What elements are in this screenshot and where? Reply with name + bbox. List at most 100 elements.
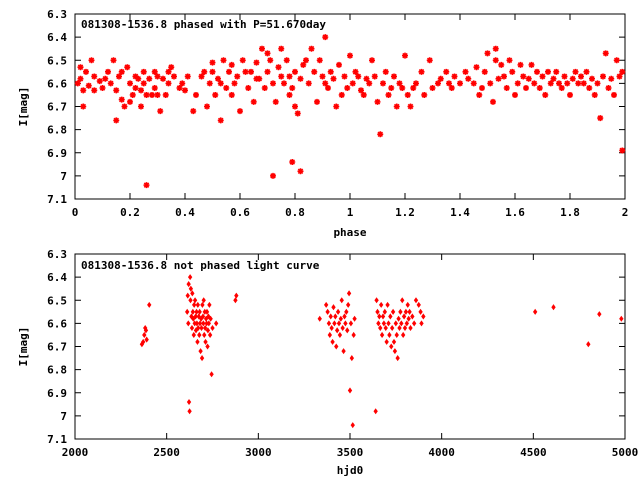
data-point — [110, 57, 117, 64]
data-point — [517, 61, 524, 68]
x-tick-label: 1.6 — [505, 206, 525, 219]
data-point — [297, 168, 304, 175]
data-point — [182, 87, 188, 94]
data-point — [501, 73, 507, 80]
data-point — [594, 80, 601, 87]
data-point — [608, 75, 615, 82]
x-tick-label: 2000 — [62, 446, 89, 459]
data-point — [514, 80, 521, 87]
y-tick-label: 7 — [60, 410, 67, 423]
data-point — [272, 98, 279, 105]
data-point — [351, 331, 356, 338]
data-point — [144, 336, 149, 343]
data-point — [329, 324, 334, 332]
data-point — [188, 297, 193, 304]
data-point — [77, 64, 84, 71]
data-point — [185, 292, 190, 299]
data-point — [231, 80, 238, 87]
data-point — [127, 80, 133, 87]
data-point — [292, 103, 298, 110]
data-point — [512, 91, 518, 98]
data-point — [261, 85, 268, 91]
data-point — [212, 91, 219, 98]
data-point — [140, 80, 147, 87]
data-point — [275, 64, 282, 71]
data-point — [564, 80, 571, 87]
data-point — [531, 80, 538, 87]
data-point — [470, 80, 477, 87]
data-point — [520, 73, 527, 80]
data-point — [250, 98, 257, 105]
data-point — [484, 50, 491, 57]
data-point — [191, 315, 196, 322]
data-point — [487, 80, 494, 87]
data-point — [613, 57, 620, 64]
data-point — [199, 355, 205, 362]
data-point — [140, 68, 147, 75]
data-point — [292, 68, 298, 75]
data-point — [197, 331, 202, 338]
y-tick-label: 6.9 — [47, 387, 67, 400]
data-point — [586, 341, 591, 348]
y-tick-label: 6.8 — [47, 364, 67, 377]
data-point — [264, 68, 271, 75]
phased-light-curve-panel: 6.3 6.4 6.5 6.6 6.7 6.8 6.9 7 7.1 0 0.2 0.4 0.6 0.8 1 1… — [17, 8, 628, 239]
data-point — [378, 301, 384, 308]
x-tick-label: 0 — [72, 206, 79, 219]
data-point — [191, 301, 197, 308]
plot-title: 081308-1536.8 phased with P=51.670day — [81, 18, 326, 31]
data-point — [132, 73, 139, 80]
data-point — [402, 324, 408, 332]
data-point — [387, 331, 392, 338]
data-point — [551, 304, 556, 311]
data-point — [328, 313, 333, 320]
data-point — [542, 91, 549, 98]
data-point — [160, 75, 166, 82]
data-point — [322, 80, 329, 87]
data-point — [143, 327, 149, 334]
data-point — [253, 59, 260, 66]
data-point — [143, 91, 150, 98]
x-tick-label: 0.6 — [230, 206, 250, 219]
data-point — [190, 290, 195, 297]
data-point — [121, 103, 128, 110]
data-point — [332, 320, 337, 327]
data-point — [407, 103, 414, 110]
data-point — [506, 57, 513, 64]
data-point — [186, 398, 192, 406]
data-point — [602, 50, 609, 57]
x-tick-label: 1.4 — [450, 206, 470, 219]
data-point — [124, 64, 131, 71]
data-point — [190, 108, 197, 115]
data-point — [394, 331, 399, 338]
data-point — [619, 68, 626, 75]
data-point — [374, 98, 381, 105]
data-point — [481, 68, 488, 75]
data-point — [213, 320, 219, 327]
data-point — [377, 313, 382, 320]
data-point — [345, 327, 350, 334]
data-point — [333, 103, 340, 110]
data-point — [118, 68, 125, 75]
data-point — [343, 320, 348, 327]
data-point — [209, 371, 214, 378]
x-axis-label: hjd0 — [337, 464, 364, 477]
data-point — [85, 82, 92, 89]
data-point — [210, 324, 215, 332]
data-point — [317, 315, 322, 322]
data-point — [206, 313, 211, 320]
data-point — [349, 80, 356, 87]
data-point — [195, 338, 200, 345]
data-point — [143, 182, 150, 189]
data-point — [404, 320, 410, 327]
data-point — [319, 73, 326, 80]
data-point — [534, 68, 540, 75]
data-point — [393, 103, 400, 110]
data-point — [429, 85, 436, 91]
data-point — [397, 324, 402, 332]
data-point — [99, 85, 106, 91]
data-point — [200, 313, 206, 320]
data-point — [141, 338, 146, 345]
data-point — [384, 338, 389, 345]
data-point — [410, 85, 417, 91]
